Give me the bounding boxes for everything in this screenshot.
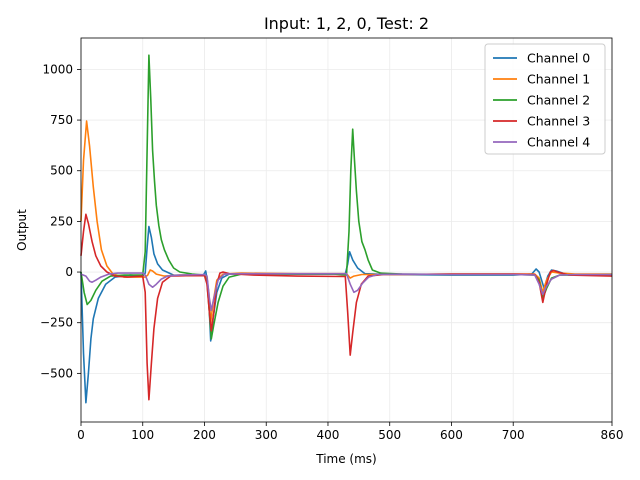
y-tick-label: 0 bbox=[65, 265, 73, 279]
legend-box bbox=[484, 43, 606, 155]
x-tick-label: 300 bbox=[255, 428, 278, 442]
y-tick-label: −500 bbox=[40, 366, 73, 380]
plot-area bbox=[80, 54, 613, 404]
legend-label: Channel 1 bbox=[527, 72, 590, 87]
x-axis-ticks: 0 100 200 300 400 500 600 700 860 bbox=[77, 422, 623, 442]
legend-label: Channel 2 bbox=[527, 93, 590, 108]
x-tick-label: 100 bbox=[131, 428, 154, 442]
x-tick-label: 600 bbox=[440, 428, 463, 442]
plot-frame bbox=[80, 37, 613, 423]
y-axis-label: Output bbox=[15, 209, 29, 251]
y-tick-label: 750 bbox=[50, 113, 73, 127]
axes bbox=[80, 37, 613, 423]
x-tick-label: 200 bbox=[193, 428, 216, 442]
y-axis-ticks: −500 −250 0 250 500 750 1000 bbox=[40, 62, 81, 380]
grid bbox=[80, 38, 613, 422]
x-axis-label: Time (ms) bbox=[315, 452, 377, 466]
y-tick-label: −250 bbox=[40, 316, 73, 330]
series-line-channel-4 bbox=[80, 272, 612, 312]
x-tick-label: 0 bbox=[77, 428, 85, 442]
series-line-channel-3 bbox=[80, 213, 613, 401]
y-tick-label: 1000 bbox=[42, 62, 73, 76]
series-line-channel-0 bbox=[80, 225, 613, 404]
legend-label: Channel 0 bbox=[527, 51, 590, 66]
legend-label: Channel 4 bbox=[527, 135, 590, 150]
y-tick-label: 500 bbox=[50, 164, 73, 178]
chart-title: Input: 1, 2, 0, Test: 2 bbox=[264, 14, 429, 33]
legend-label: Channel 3 bbox=[527, 114, 590, 129]
y-tick-label: 250 bbox=[50, 214, 73, 228]
x-tick-label: 700 bbox=[502, 428, 525, 442]
x-tick-label: 860 bbox=[601, 428, 624, 442]
x-tick-label: 500 bbox=[378, 428, 401, 442]
x-tick-label: 400 bbox=[317, 428, 340, 442]
legend: Channel 0 Channel 1 Channel 2 Channel 3 Chan… bbox=[484, 43, 606, 155]
